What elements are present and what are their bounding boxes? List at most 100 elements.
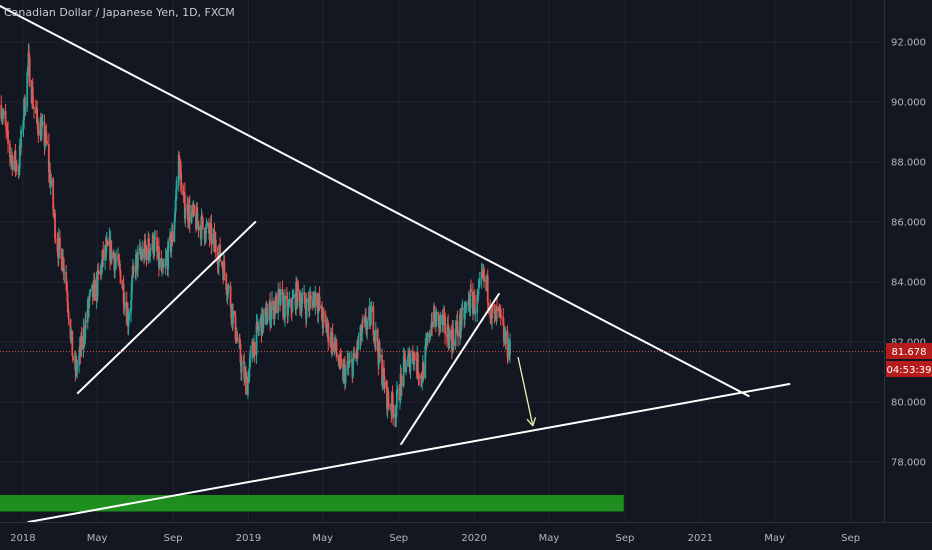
projection-arrow-head (532, 417, 537, 427)
time-tick-label: 2021 (688, 533, 713, 544)
candle-body (61, 270, 64, 272)
candle-body (251, 342, 254, 352)
candle-body (509, 340, 511, 356)
candle-body (296, 282, 299, 307)
candle-body (119, 264, 121, 271)
candle-body (426, 333, 429, 343)
candle-body (305, 298, 308, 319)
candle-body (2, 114, 4, 117)
candle-body (452, 328, 455, 341)
candle-body (310, 295, 312, 300)
candle-body (269, 301, 272, 325)
candle-body (54, 238, 57, 240)
candle-body (473, 295, 476, 314)
candle-body (323, 312, 325, 316)
candle-body (418, 376, 421, 379)
candle-body (460, 325, 463, 332)
candle-body (318, 296, 321, 309)
projection-arrow-shaft (517, 356, 534, 427)
candle-body (46, 140, 48, 144)
candle-body (491, 304, 493, 319)
candle-body (188, 205, 191, 223)
candle-body (139, 247, 142, 256)
candle-body (78, 355, 81, 366)
candle-body (245, 372, 247, 395)
candle-body (236, 337, 239, 341)
candle-body (300, 303, 303, 312)
candle-body (167, 240, 170, 270)
candle-body (217, 253, 220, 266)
candle-body (409, 361, 412, 372)
candle-body (18, 168, 21, 173)
candle-body (363, 316, 366, 323)
candle-body (36, 118, 39, 130)
countdown-label: 04:53:39 (887, 365, 932, 376)
candle-body (182, 191, 184, 196)
candle-body (275, 295, 278, 313)
trend-drawings[interactable] (0, 5, 884, 523)
candle-body (329, 342, 332, 344)
candle-body (201, 215, 204, 218)
candle-body (221, 261, 223, 265)
candle-body (279, 289, 282, 305)
candle-body (70, 333, 72, 339)
projection-arrow-head (526, 418, 534, 427)
candle-body (412, 352, 414, 362)
candle-body (378, 342, 381, 358)
candle-body (387, 390, 390, 404)
candle-body (173, 222, 176, 242)
candle-body (234, 315, 237, 340)
time-tick-label: 2020 (461, 533, 486, 544)
candle-body (50, 178, 53, 185)
candle-body (45, 131, 48, 141)
candle-body (4, 111, 7, 126)
support-zone (0, 495, 624, 512)
candle-body (102, 249, 105, 261)
candle-body (383, 376, 386, 389)
candle-body (448, 330, 451, 349)
time-tick-label: Sep (389, 533, 408, 544)
candle-body (226, 294, 229, 296)
candle-body (489, 305, 492, 318)
candle-body (303, 292, 306, 304)
candle-body (265, 307, 268, 325)
candle-body (243, 370, 246, 379)
time-tick-label: May (764, 533, 785, 544)
candle-body (170, 243, 173, 253)
candle-body (470, 289, 472, 292)
candle-body (26, 67, 29, 73)
candle-body (404, 353, 406, 362)
time-axis[interactable]: 2018 May Sep 2019 May Sep 2020 May Sep 2021 May Sep (10, 533, 860, 544)
last-price-tag (886, 343, 932, 359)
candle-body (67, 302, 69, 312)
candle-body (368, 307, 370, 321)
candle-body (23, 98, 26, 114)
candle-body (304, 303, 307, 309)
candle-body (183, 192, 186, 219)
candle-body (112, 251, 115, 258)
time-tick-label: May (87, 533, 108, 544)
candle-body (5, 125, 8, 130)
candle-body (442, 314, 445, 319)
candle-body (402, 355, 405, 387)
candle-body (360, 333, 363, 340)
candle-body (413, 353, 416, 360)
candle-body (86, 299, 89, 323)
candle-body (203, 228, 206, 241)
candle-body (69, 319, 72, 339)
candle-body (223, 261, 226, 274)
candle-body (156, 237, 158, 252)
candle-body (455, 328, 458, 330)
symbol-title[interactable]: Canadian Dollar / Japanese Yen, 1D, FXCM (4, 6, 235, 19)
candle-body (24, 107, 27, 114)
candle-body (347, 360, 349, 367)
candle-body (348, 359, 351, 363)
candle-body (326, 329, 328, 333)
candle-body (429, 334, 432, 338)
candle-body (281, 289, 284, 295)
candle-body (114, 261, 117, 263)
candle-body (174, 200, 177, 213)
candle-body (67, 311, 70, 320)
candle-body (110, 240, 113, 260)
